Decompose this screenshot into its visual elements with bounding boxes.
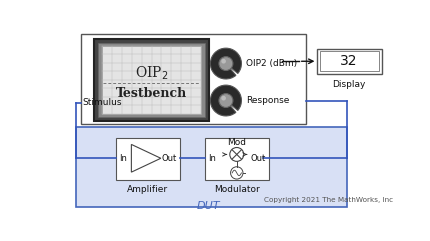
- Text: Testbench: Testbench: [116, 87, 187, 100]
- Text: Stimulus: Stimulus: [83, 98, 122, 107]
- Bar: [205, 138, 269, 180]
- Circle shape: [221, 96, 225, 100]
- Circle shape: [221, 59, 225, 64]
- Circle shape: [229, 147, 243, 161]
- Text: Response: Response: [246, 96, 289, 105]
- Text: OIP$_2$: OIP$_2$: [135, 65, 168, 82]
- Bar: [116, 138, 180, 180]
- Text: DUT: DUT: [197, 201, 220, 211]
- Text: Mod: Mod: [227, 138, 246, 147]
- Text: In: In: [119, 154, 126, 163]
- Circle shape: [218, 94, 232, 107]
- Bar: [81, 33, 305, 124]
- Text: Amplifier: Amplifier: [127, 185, 168, 194]
- Wedge shape: [210, 48, 241, 79]
- Text: Out: Out: [250, 154, 265, 163]
- Circle shape: [218, 57, 232, 71]
- Text: Modulator: Modulator: [213, 185, 259, 194]
- Bar: [98, 43, 205, 117]
- Bar: [319, 51, 378, 71]
- Bar: [101, 46, 201, 114]
- Wedge shape: [210, 85, 241, 116]
- Circle shape: [230, 167, 243, 179]
- Polygon shape: [131, 144, 160, 172]
- Text: Out: Out: [162, 154, 177, 163]
- Bar: [316, 49, 381, 74]
- Text: Display: Display: [332, 80, 365, 89]
- Bar: [94, 39, 209, 120]
- Text: In: In: [208, 154, 215, 163]
- Text: 32: 32: [340, 54, 357, 68]
- Text: OIP2 (dBm): OIP2 (dBm): [246, 59, 297, 68]
- Text: Copyright 2021 The MathWorks, Inc: Copyright 2021 The MathWorks, Inc: [264, 197, 393, 203]
- Bar: [75, 127, 346, 207]
